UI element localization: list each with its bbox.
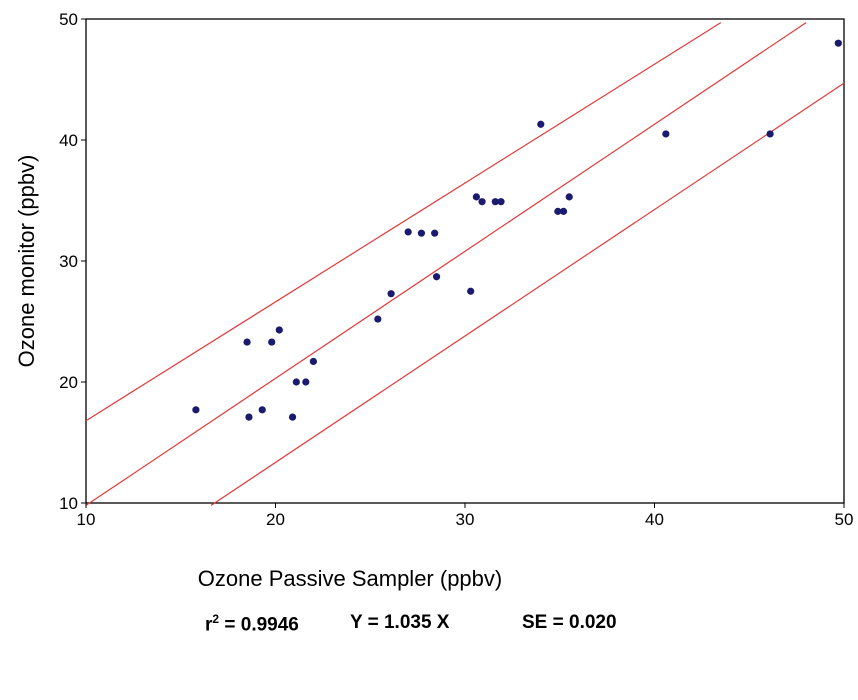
- standard-error: SE = 0.020: [522, 612, 617, 633]
- data-point: [302, 378, 310, 386]
- y-tick-label: 40: [59, 131, 78, 150]
- data-point: [404, 228, 412, 236]
- x-tick-label: 10: [77, 510, 96, 529]
- data-point: [497, 198, 505, 206]
- data-point: [268, 338, 276, 346]
- x-tick-label: 20: [266, 510, 285, 529]
- y-tick-label: 20: [59, 373, 78, 392]
- y-axis-title: Ozone monitor (ppbv): [14, 155, 39, 368]
- fit-lines: [85, 22, 845, 506]
- plot-area: [85, 18, 845, 504]
- data-point: [491, 198, 499, 206]
- x-axis-title: Ozone Passive Sampler (ppbv): [198, 566, 502, 591]
- regression-equation: Y = 1.035 X: [350, 612, 450, 633]
- y-axis-ticks: 10 20 30 40 50: [59, 10, 86, 513]
- data-point: [472, 193, 480, 201]
- x-tick-label: 50: [835, 510, 854, 529]
- data-point: [192, 406, 200, 414]
- x-axis-ticks: 10 20 30 40 50: [77, 503, 854, 529]
- data-point: [565, 193, 573, 201]
- scatter-chart: 10 20 30 40 50 10 20 30 40 50 Ozone Passive Samp…: [14, 10, 854, 591]
- r-squared-value: = 0.9946: [219, 614, 299, 636]
- regression-stats: r2 = 0.9946 Y = 1.035 X SE = 0.020: [0, 612, 858, 700]
- data-point: [288, 413, 297, 421]
- data-points: [192, 39, 842, 421]
- data-point: [766, 130, 774, 138]
- data-point: [374, 315, 382, 323]
- data-point: [478, 198, 486, 206]
- data-point: [245, 413, 253, 421]
- line-lower: [210, 82, 845, 506]
- x-tick-label: 40: [645, 510, 664, 529]
- data-point: [432, 273, 441, 281]
- data-point: [387, 290, 395, 298]
- data-point: [467, 287, 475, 295]
- data-point: [431, 229, 439, 237]
- x-tick-label: 30: [456, 510, 475, 529]
- y-tick-label: 10: [59, 494, 78, 513]
- data-point: [309, 357, 317, 366]
- data-point: [537, 120, 545, 128]
- line-fit: [85, 22, 807, 506]
- data-point: [662, 130, 670, 138]
- line-upper: [85, 22, 722, 422]
- y-tick-label: 30: [59, 252, 78, 271]
- data-point: [275, 326, 283, 334]
- data-point: [554, 207, 562, 215]
- r-squared-exponent: 2: [212, 612, 220, 626]
- data-point: [417, 229, 426, 237]
- data-point: [559, 207, 568, 215]
- data-point: [834, 39, 842, 47]
- r-symbol: r: [205, 614, 213, 636]
- data-point: [292, 378, 300, 386]
- data-point: [243, 338, 251, 346]
- data-point: [258, 406, 266, 414]
- r-squared: r2 = 0.9946: [205, 612, 299, 636]
- y-tick-label: 50: [59, 10, 78, 29]
